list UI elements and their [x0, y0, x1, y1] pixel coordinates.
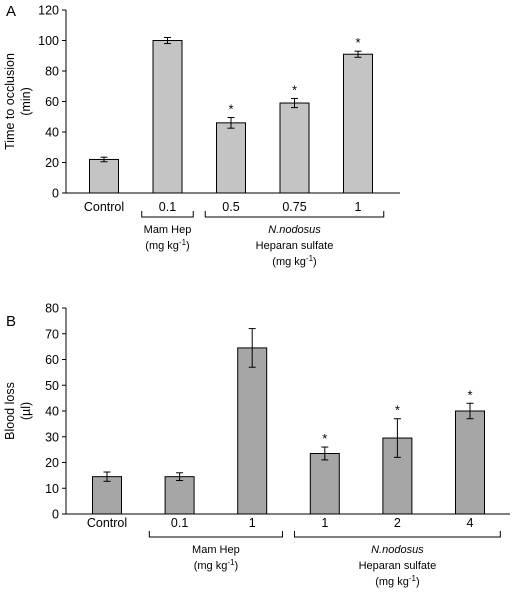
- y-axis-label: (min): [19, 87, 33, 115]
- bar: [237, 347, 268, 515]
- category-label: 1: [355, 200, 362, 214]
- category-label: 0.75: [282, 200, 306, 214]
- category-label: 0.1: [171, 516, 188, 530]
- category-label: 4: [467, 516, 474, 530]
- group-label: N.nodosus: [371, 544, 424, 556]
- y-tick-label: 70: [45, 327, 59, 341]
- y-tick-label: 60: [45, 95, 59, 109]
- y-tick-label: 10: [45, 482, 59, 496]
- group-label: N.nodosus: [268, 224, 321, 236]
- group-bracket: [148, 531, 283, 538]
- significance-star: *: [355, 35, 360, 50]
- bar: [455, 410, 485, 515]
- category-label: 2: [394, 516, 401, 530]
- significance-star: *: [292, 82, 297, 97]
- y-axis-label: Blood loss: [3, 382, 17, 440]
- bar: [343, 53, 373, 194]
- group-bracket: [204, 211, 385, 218]
- bar: [309, 452, 340, 515]
- group-bracket: [141, 211, 194, 218]
- bar: [279, 102, 310, 194]
- y-tick-label: 20: [45, 156, 59, 170]
- group-label: (mg kg-1): [145, 238, 189, 252]
- y-axis-label: Time to occlusion: [3, 53, 17, 150]
- y-tick-label: 40: [45, 126, 59, 140]
- y-tick-label: 80: [45, 302, 59, 316]
- chart-panel-b: B 0 10 20 30 40 50 60 70 80 Blood loss (µl) Control 0…: [3, 302, 510, 588]
- category-label: 1: [249, 516, 256, 530]
- y-tick-label: 100: [38, 34, 59, 48]
- y-tick-label: 50: [45, 379, 59, 393]
- group-label: Heparan sulfate: [359, 560, 437, 572]
- panel-label: A: [6, 3, 16, 20]
- bar: [382, 437, 413, 515]
- group-label: Mam Hep: [144, 224, 192, 236]
- y-tick-label: 60: [45, 353, 59, 367]
- y-tick-label: 30: [45, 430, 59, 444]
- chart-panel-a: A 0 20 40 60 80 100 120 Time to occlusion (min) Co…: [3, 3, 400, 268]
- y-tick-label: 80: [45, 65, 59, 79]
- bar: [164, 476, 195, 515]
- category-label: Control: [87, 516, 127, 530]
- bar: [89, 158, 119, 194]
- y-tick-label: 0: [52, 508, 59, 522]
- group-label: (mg kg-1): [272, 254, 316, 268]
- bar: [152, 40, 183, 194]
- group-label: Mam Hep: [192, 544, 240, 556]
- category-label: 0.5: [222, 200, 239, 214]
- group-label: (mg kg-1): [194, 558, 238, 572]
- panel-label: B: [6, 313, 16, 330]
- category-label: 0.1: [159, 200, 176, 214]
- y-tick-label: 40: [45, 405, 59, 419]
- category-label: Control: [84, 200, 124, 214]
- y-tick-label: 20: [45, 456, 59, 470]
- significance-star: *: [395, 403, 400, 418]
- y-tick-label: 0: [52, 187, 59, 201]
- group-label: Heparan sulfate: [256, 240, 334, 252]
- group-bracket: [294, 531, 501, 538]
- significance-star: *: [322, 431, 327, 446]
- category-label: 1: [321, 516, 328, 530]
- significance-star: *: [228, 102, 233, 117]
- y-tick-label: 120: [38, 4, 59, 18]
- significance-star: *: [467, 387, 472, 402]
- y-axis-label: (µl): [19, 402, 33, 420]
- bar: [92, 476, 122, 515]
- group-label: (mg kg-1): [375, 574, 419, 588]
- bar: [216, 122, 246, 194]
